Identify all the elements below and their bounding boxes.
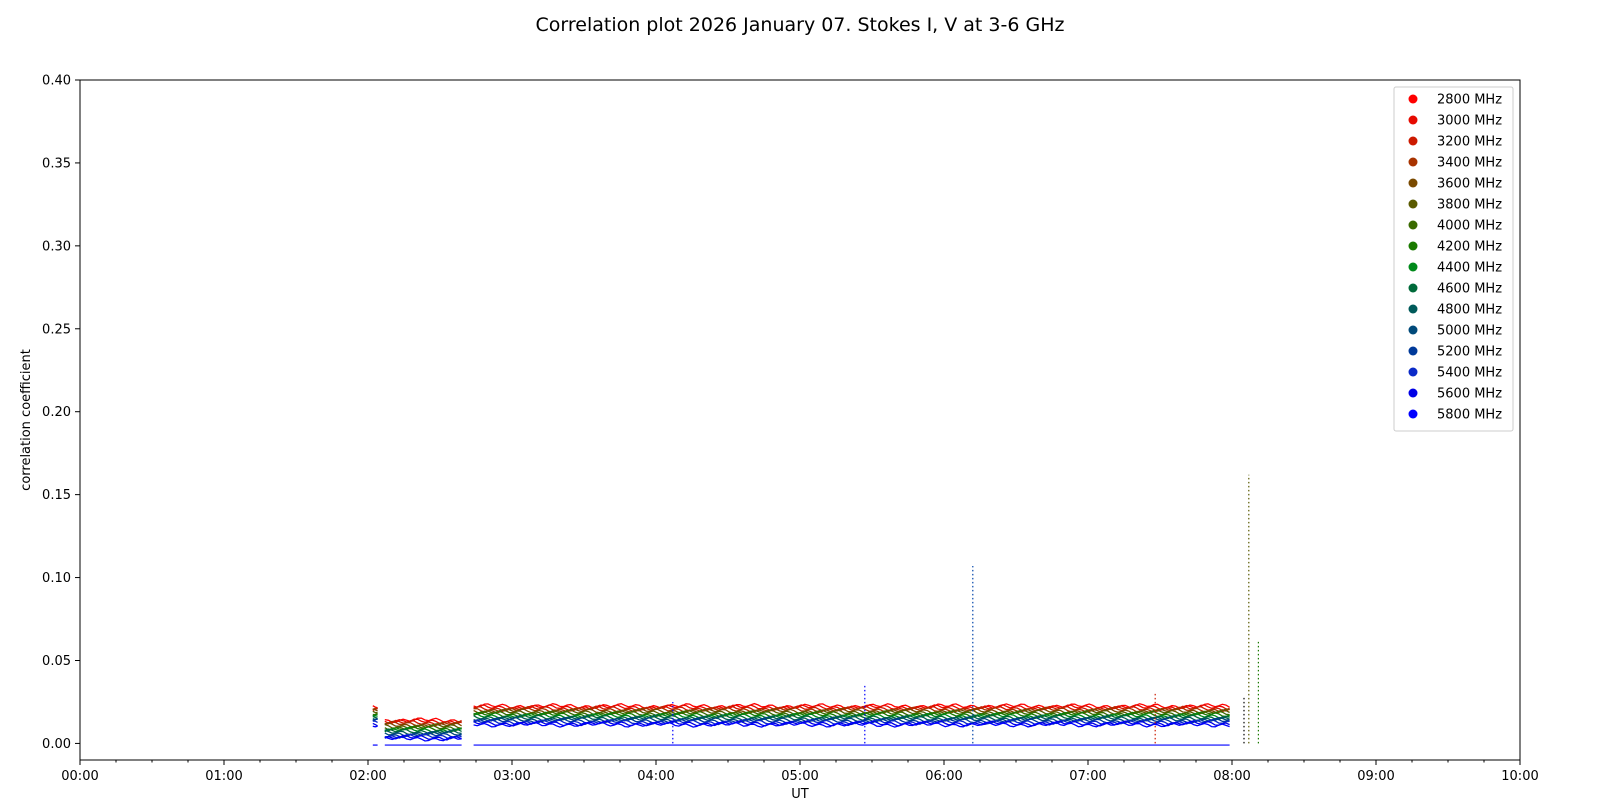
series-trace: [473, 705, 1230, 712]
legend: 2800 MHz 3000 MHz 3200 MHz 3400 MHz 3600 MHz…: [1393, 86, 1514, 432]
legend-marker: [1408, 346, 1418, 356]
series-trace: [384, 735, 462, 742]
series-trace: [473, 710, 1230, 717]
y-tick-label: 0.10: [42, 571, 71, 586]
series-trace: [372, 722, 378, 727]
series-trace: [473, 704, 1230, 711]
series-trace: [372, 715, 378, 719]
legend-marker: [1408, 409, 1418, 419]
plot-area: [372, 474, 1260, 746]
series-trace: [372, 705, 378, 709]
series-trace: [372, 714, 378, 717]
legend-marker: [1408, 199, 1418, 209]
legend-marker: [1408, 325, 1418, 335]
series-trace: [473, 721, 1230, 728]
x-axis-label: UT: [791, 787, 809, 800]
y-tick-label: 0.30: [42, 239, 71, 254]
y-axis-label: correlation coefficient: [19, 349, 34, 491]
y-tick-label: 0.20: [42, 405, 71, 420]
y-tick-label: 0.05: [42, 654, 71, 669]
legend-marker: [1408, 220, 1418, 230]
legend-marker: [1408, 157, 1418, 167]
legend-label: 3000 MHz: [1437, 114, 1502, 129]
x-tick-label: 04:00: [637, 769, 674, 784]
legend-label: 3400 MHz: [1437, 156, 1502, 171]
x-tick-label: 10:00: [1501, 769, 1538, 784]
legend-label: 5600 MHz: [1437, 387, 1502, 402]
x-tick-label: 02:00: [349, 769, 386, 784]
y-tick-label: 0.15: [42, 488, 71, 503]
legend-label: 4000 MHz: [1437, 219, 1502, 234]
legend-marker: [1408, 283, 1418, 293]
x-tick-label: 01:00: [205, 769, 242, 784]
x-tick-label: 05:00: [781, 769, 818, 784]
legend-marker: [1408, 178, 1418, 188]
series-trace: [473, 715, 1230, 722]
legend-label: 5000 MHz: [1437, 324, 1502, 339]
legend-label: 4600 MHz: [1437, 282, 1502, 297]
legend-box: [1393, 86, 1514, 432]
legend-marker: [1408, 94, 1418, 104]
legend-label: 5200 MHz: [1437, 345, 1502, 360]
legend-marker: [1408, 388, 1418, 398]
legend-label: 3200 MHz: [1437, 135, 1502, 150]
legend-label: 4800 MHz: [1437, 303, 1502, 318]
legend-marker: [1408, 367, 1418, 377]
series-trace: [372, 718, 378, 722]
y-tick-label: 0.35: [42, 156, 71, 171]
legend-marker: [1408, 262, 1418, 272]
legend-marker: [1408, 241, 1418, 251]
y-axis: 0.00 0.05 0.10 0.15 0.20 0.25 0.30 0.35 0.40: [42, 74, 80, 752]
y-tick-label: 0.00: [42, 737, 71, 752]
legend-marker: [1408, 115, 1418, 125]
series-trace: [384, 726, 462, 732]
legend-label: 4200 MHz: [1437, 240, 1502, 255]
x-tick-label: 08:00: [1213, 769, 1250, 784]
y-tick-label: 0.40: [42, 74, 71, 89]
series-trace: [372, 708, 378, 712]
x-tick-label: 09:00: [1357, 769, 1394, 784]
series-trace: [473, 716, 1230, 723]
legend-label: 5800 MHz: [1437, 408, 1502, 423]
x-tick-label: 07:00: [1069, 769, 1106, 784]
legend-label: 2800 MHz: [1437, 93, 1502, 108]
series-trace: [372, 720, 378, 723]
legend-label: 3600 MHz: [1437, 177, 1502, 192]
series-trace: [384, 720, 462, 727]
chart-title: Correlation plot 2026 January 07. Stokes…: [536, 14, 1065, 36]
legend-label: 4400 MHz: [1437, 261, 1502, 276]
legend-marker: [1408, 304, 1418, 314]
plot-frame: [79, 79, 1521, 761]
x-axis: 00:00 01:00 02:00 03:00 04:00 05:00 06:00 07:00…: [61, 760, 1539, 784]
legend-marker: [1408, 136, 1418, 146]
legend-label: 5400 MHz: [1437, 366, 1502, 381]
x-tick-label: 03:00: [493, 769, 530, 784]
x-tick-label: 00:00: [61, 769, 98, 784]
series-trace: [372, 725, 378, 728]
y-tick-label: 0.25: [42, 322, 71, 337]
series-trace: [372, 710, 378, 714]
legend-label: 3800 MHz: [1437, 198, 1502, 213]
x-tick-label: 06:00: [925, 769, 962, 784]
